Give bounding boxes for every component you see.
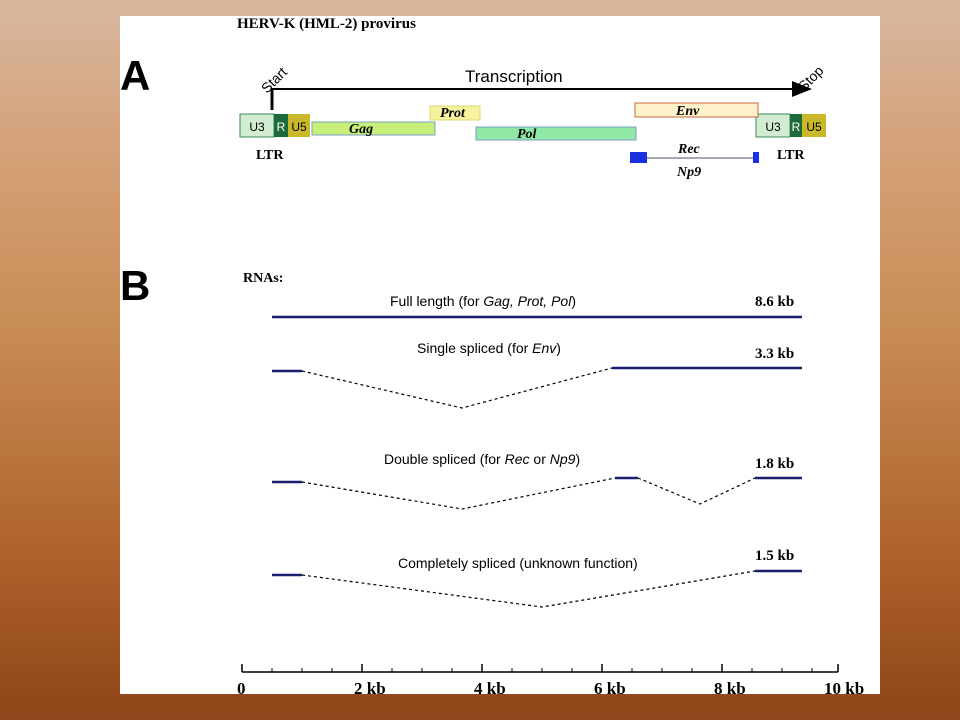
herv-k-diagram: HERV-K (HML-2) provirus A B Transcriptio…: [120, 16, 864, 694]
ltr-left-r: [274, 114, 288, 137]
rec-exon-2: [753, 152, 759, 163]
panel-b-label: B: [120, 262, 150, 309]
rna-completely-spliced: Completely spliced (unknown function) 1.…: [272, 548, 802, 608]
axis-tick-8kb: 8 kb: [714, 679, 746, 694]
ltr-left-label: LTR: [256, 148, 284, 163]
rec-exon-1: [630, 152, 647, 163]
rna-2-splice: [301, 367, 613, 409]
panel-a-label: A: [120, 52, 150, 99]
axis-tick-4kb: 4 kb: [474, 679, 506, 694]
rna-double-spliced: Double spliced (for Rec or Np9) 1.8 kb: [272, 451, 802, 510]
rna-4-caption: Completely spliced (unknown function): [398, 555, 638, 571]
axis-tick-0: 0: [237, 679, 246, 694]
ltr-right: U3 R U5 LTR: [755, 113, 826, 163]
rna-3-caption: Double spliced (for Rec or Np9): [384, 451, 580, 467]
rna-1-size: 8.6 kb: [755, 294, 794, 310]
rna-3-size: 1.8 kb: [755, 456, 794, 472]
rnas-label: RNAs:: [243, 271, 283, 286]
slide: HERV-K (HML-2) provirus A B Transcriptio…: [120, 16, 880, 694]
rna-2-caption: Single spliced (for Env): [417, 340, 561, 356]
axis-tick-6kb: 6 kb: [594, 679, 626, 694]
svg-text:U5: U5: [291, 120, 307, 134]
axis-minor-ticks: [271, 668, 813, 672]
np9-label: Np9: [676, 165, 701, 180]
diagram-title: HERV-K (HML-2) provirus: [237, 16, 416, 32]
svg-text:U3: U3: [249, 120, 265, 134]
svg-text:R: R: [792, 120, 801, 134]
ltr-right-u5: [802, 114, 826, 137]
kb-axis: 0 2 kb 4 kb 6 kb 8 kb 10 kb: [237, 664, 864, 694]
transcription-label: Transcription: [465, 67, 563, 86]
axis-tick-10kb: 10 kb: [824, 679, 864, 694]
rec-label: Rec: [677, 142, 701, 157]
ltr-right-label: LTR: [777, 148, 805, 163]
prot-label: Prot: [440, 106, 466, 121]
rna-4-size: 1.5 kb: [755, 548, 794, 564]
gag-label: Gag: [349, 122, 373, 137]
env-box: [634, 102, 759, 118]
gag-box: [311, 121, 436, 136]
transcription-start-label: Start: [258, 64, 290, 96]
rna-full-length: Full length (for Gag, Prot, Pol) 8.6 kb: [272, 293, 802, 319]
rna-single-spliced: Single spliced (for Env) 3.3 kb: [272, 340, 802, 409]
pol-box: [475, 126, 637, 141]
rna-1-caption: Full length (for Gag, Prot, Pol): [390, 293, 576, 309]
ltr-left: U3 R U5 LTR: [239, 113, 310, 163]
env-label: Env: [675, 104, 700, 119]
ltr-right-r: [790, 114, 802, 137]
svg-text:R: R: [277, 120, 286, 134]
axis-major-ticks: [241, 664, 839, 672]
prot-box: [429, 105, 481, 121]
ltr-left-u5: [288, 114, 310, 137]
rna-4-splice: [301, 570, 756, 608]
rna-3-splice-2: [637, 477, 756, 505]
pol-label: Pol: [517, 127, 537, 142]
svg-text:U3: U3: [765, 120, 781, 134]
svg-text:U5: U5: [806, 120, 822, 134]
rna-3-splice-1: [301, 477, 616, 510]
axis-tick-2kb: 2 kb: [354, 679, 386, 694]
rna-2-size: 3.3 kb: [755, 346, 794, 362]
